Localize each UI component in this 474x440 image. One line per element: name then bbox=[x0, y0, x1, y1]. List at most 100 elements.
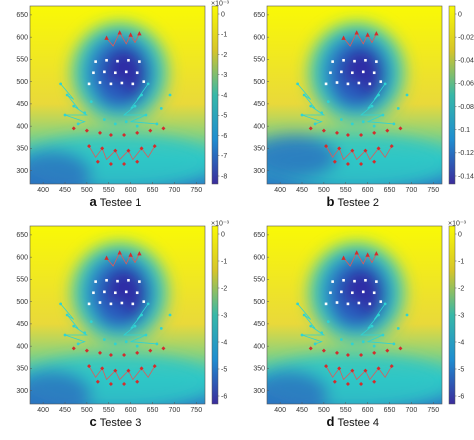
y-tick-label: 600 bbox=[16, 34, 28, 41]
x-tick-label: 600 bbox=[362, 187, 374, 194]
electrode-marker-red-diamond bbox=[135, 130, 140, 135]
electrode-marker-red-diamond bbox=[389, 144, 394, 149]
electrode-marker-red-diamond bbox=[308, 346, 313, 351]
x-tick-label: 750 bbox=[427, 407, 439, 414]
plot-frame bbox=[29, 225, 206, 405]
y-tick-label: 450 bbox=[16, 321, 28, 328]
panel-caption: b Testee 2 bbox=[327, 194, 380, 209]
colorbar-tick-label: -6 bbox=[458, 393, 464, 400]
electrode-marker-cyan bbox=[350, 342, 354, 346]
x-tick-label: 500 bbox=[318, 187, 330, 194]
electrode-marker-white bbox=[353, 59, 356, 63]
electrode-marker-cyan bbox=[361, 340, 365, 344]
electrode-marker-cyan bbox=[59, 302, 63, 306]
electrode-marker-red-diamond bbox=[376, 146, 381, 151]
electrode-marker-cyan bbox=[113, 122, 117, 126]
colorbar-tick-label: 0 bbox=[458, 11, 462, 18]
electrode-marker-red-diamond bbox=[363, 148, 368, 153]
electrode-marker-red-diamond bbox=[335, 350, 339, 355]
electrode-marker-white bbox=[372, 291, 376, 295]
electrode-marker-cyan bbox=[296, 302, 300, 306]
x-tick-label: 500 bbox=[318, 407, 330, 414]
electrode-marker-cyan bbox=[168, 313, 172, 317]
electrode-marker-white bbox=[372, 71, 376, 75]
electrode-marker-cyan bbox=[320, 111, 324, 115]
electrode-marker-red-diamond bbox=[337, 146, 342, 151]
y-tick-label: 350 bbox=[253, 146, 265, 153]
colorbar-tick-label: -0.14 bbox=[458, 173, 474, 180]
electrode-marker-red-diamond bbox=[324, 364, 329, 369]
electrode-marker-red-diamond bbox=[324, 144, 329, 149]
electrode-marker-white bbox=[331, 280, 334, 283]
electrode-marker-red-diamond bbox=[135, 159, 140, 164]
y-tick-label: 450 bbox=[253, 101, 265, 108]
figure-panel-b: 400 450 500 550 600 650 700 750 300 350 400 450 500 5… bbox=[237, 0, 474, 220]
y-tick-label: 650 bbox=[16, 232, 28, 239]
colorbar-tick-label: -2 bbox=[221, 52, 227, 59]
electrode-marker-red-diamond bbox=[108, 161, 113, 166]
electrode-marker-red bbox=[104, 35, 109, 40]
electrode-marker-white bbox=[324, 82, 328, 86]
colorbar-tick-label: -5 bbox=[221, 366, 227, 373]
electrode-marker-cyan bbox=[372, 344, 376, 348]
x-tick-label: 500 bbox=[81, 407, 93, 414]
electrode-marker-red-diamond bbox=[84, 128, 89, 133]
panel-caption: d Testee 4 bbox=[327, 414, 380, 429]
electrode-marker-red-diamond bbox=[332, 379, 337, 384]
electrode-marker-red-diamond bbox=[161, 126, 166, 131]
electrode-marker-red-diamond bbox=[321, 128, 326, 133]
x-tick-label: 550 bbox=[103, 407, 115, 414]
colorbar-tick-label: -1 bbox=[458, 258, 464, 265]
x-tick-label: 450 bbox=[59, 407, 71, 414]
y-tick-label: 350 bbox=[253, 366, 265, 373]
colorbar-tick-label: -4 bbox=[221, 92, 227, 99]
panel-caption-text: Testee 1 bbox=[99, 197, 142, 209]
electrode-marker-red-diamond bbox=[372, 379, 377, 384]
electrode-marker-cyan bbox=[135, 124, 139, 128]
panel-svg: 400 450 500 550 600 650 700 750 300 350 400 450 500 5… bbox=[253, 221, 466, 415]
electrode-marker-red-diamond bbox=[139, 366, 144, 371]
electrode-marker-red-diamond bbox=[98, 130, 102, 135]
heatmap-field bbox=[30, 22, 205, 184]
x-tick-label: 650 bbox=[384, 187, 396, 194]
colorbar-tick-label: -1 bbox=[221, 32, 227, 39]
electrode-marker-white bbox=[138, 60, 141, 63]
y-tick-label: 650 bbox=[16, 12, 28, 19]
electrode-marker-red-diamond bbox=[148, 128, 153, 133]
electrode-marker-cyan bbox=[146, 302, 150, 306]
electrode-marker-red-diamond bbox=[95, 379, 100, 384]
electrode-marker-cyan bbox=[102, 338, 106, 341]
electrode-marker-cyan bbox=[309, 104, 313, 108]
electrode-marker-red-diamond bbox=[108, 353, 113, 358]
electrode-marker-cyan bbox=[300, 333, 304, 337]
panel-caption-text: Testee 3 bbox=[99, 417, 142, 429]
y-tick-label: 650 bbox=[253, 232, 265, 239]
electrode-marker-red bbox=[137, 31, 142, 36]
panel-svg: 400 450 500 550 600 650 700 750 300 350 400 450 500 5… bbox=[16, 221, 230, 415]
electrode-marker-red bbox=[365, 32, 370, 37]
electrode-marker-white bbox=[138, 280, 141, 283]
x-tick-label: 650 bbox=[147, 407, 159, 414]
electrode-marker-red bbox=[374, 31, 379, 36]
y-tick-label: 550 bbox=[253, 277, 265, 284]
electrode-marker-white bbox=[131, 82, 135, 86]
electrode-marker-red-diamond bbox=[359, 161, 364, 166]
electrode-marker-white bbox=[94, 60, 97, 63]
electrode-marker-red-diamond bbox=[350, 148, 355, 153]
electrode-marker-white bbox=[353, 279, 356, 283]
electrode-marker-red bbox=[341, 35, 346, 40]
y-tick-label: 600 bbox=[253, 254, 265, 261]
x-tick-label: 700 bbox=[169, 407, 181, 414]
electrode-marker-cyan bbox=[370, 104, 374, 108]
panel-letter: c bbox=[89, 414, 97, 429]
y-tick-label: 450 bbox=[253, 321, 265, 328]
electrode-marker-cyan bbox=[377, 93, 380, 97]
electrode-marker-red-diamond bbox=[337, 366, 342, 371]
electrode-marker-cyan bbox=[326, 100, 330, 104]
colorbar-exponent: ×10⁻³ bbox=[211, 221, 230, 228]
colorbar-tick-label: 0 bbox=[221, 231, 225, 238]
electrode-marker-cyan bbox=[361, 120, 365, 124]
electrode-marker-red-diamond bbox=[359, 381, 364, 386]
y-tick-label: 400 bbox=[16, 123, 28, 130]
electrode-marker-white bbox=[142, 300, 146, 303]
